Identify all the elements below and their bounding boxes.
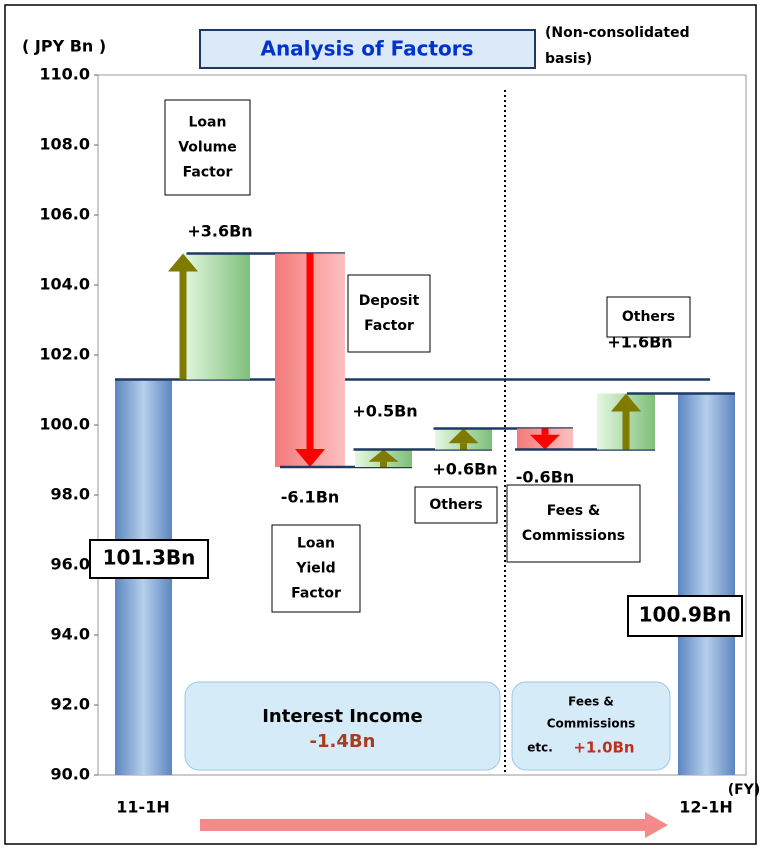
- arrow-head: [611, 393, 641, 412]
- y-tick-label: 108.0: [39, 135, 90, 154]
- title-box: [199, 29, 536, 69]
- value-label: +0.5Bn: [352, 402, 417, 421]
- annotation: Yield: [295, 561, 335, 577]
- group-label: etc.: [527, 741, 553, 755]
- group-label: Commissions: [547, 717, 636, 731]
- annotation: Others: [429, 497, 482, 513]
- subtitle: basis): [545, 51, 592, 67]
- arrow-head: [295, 449, 325, 467]
- annotation-box: [506, 484, 641, 563]
- value-label: 100.9Bn: [639, 603, 732, 627]
- y-tick-label: 98.0: [51, 485, 90, 504]
- arrow-head: [448, 428, 479, 444]
- annotation: Factor: [183, 165, 233, 181]
- group-value: +1.0Bn: [573, 739, 634, 757]
- y-tick-label: 92.0: [51, 695, 90, 714]
- y-tick-label: 90.0: [51, 765, 90, 784]
- y-tick-label: 104.0: [39, 275, 90, 294]
- x-tick-label: 12-1H: [679, 798, 732, 817]
- group-box: [184, 681, 501, 771]
- y-tick-label: 110.0: [39, 65, 90, 84]
- annotation-box: [414, 486, 498, 524]
- y-tick-label: 102.0: [39, 345, 90, 364]
- y-tick-label: 106.0: [39, 205, 90, 224]
- arrow-head: [530, 434, 560, 450]
- arrow-head: [168, 253, 198, 272]
- chart-title: Analysis of Factors: [260, 37, 473, 61]
- annotation: Commissions: [522, 528, 625, 544]
- frame: [4, 4, 757, 845]
- arrow-head: [368, 449, 399, 462]
- value-label-box: [89, 539, 209, 579]
- annotation: Loan: [189, 115, 227, 131]
- annotation: Loan: [297, 536, 335, 552]
- annotation-box: [271, 524, 361, 613]
- annotation: Fees &: [547, 503, 600, 519]
- y-axis-label: ( JPY Bn ): [22, 37, 106, 56]
- bar: [678, 393, 735, 775]
- subtitle: (Non-consolidated: [545, 25, 690, 41]
- group-label: Interest Income: [262, 706, 423, 727]
- annotation-box: [347, 274, 431, 353]
- annotation-box: [164, 99, 251, 196]
- value-label: +3.6Bn: [187, 222, 252, 241]
- annotation: Factor: [364, 318, 414, 334]
- group-label: Fees &: [568, 695, 614, 709]
- value-label: 101.3Bn: [103, 546, 196, 570]
- value-label: +0.6Bn: [432, 460, 497, 479]
- annotation: Others: [622, 309, 675, 325]
- annotation: Factor: [291, 586, 341, 602]
- progress-arrow: [200, 812, 668, 838]
- value-label: -6.1Bn: [281, 488, 340, 507]
- group-box: [511, 681, 671, 771]
- x-unit: (FY): [728, 782, 761, 798]
- group-value: -1.4Bn: [310, 731, 376, 752]
- value-label: -0.6Bn: [516, 468, 575, 487]
- bar: [183, 253, 250, 380]
- annotation: Deposit: [359, 293, 420, 309]
- value-label-box: [627, 595, 743, 637]
- y-tick-label: 100.0: [39, 415, 90, 434]
- annotation: Volume: [178, 140, 237, 156]
- y-tick-label: 96.0: [51, 555, 90, 574]
- x-tick-label: 11-1H: [116, 798, 169, 817]
- annotation-box: [606, 296, 691, 338]
- y-tick-label: 94.0: [51, 625, 90, 644]
